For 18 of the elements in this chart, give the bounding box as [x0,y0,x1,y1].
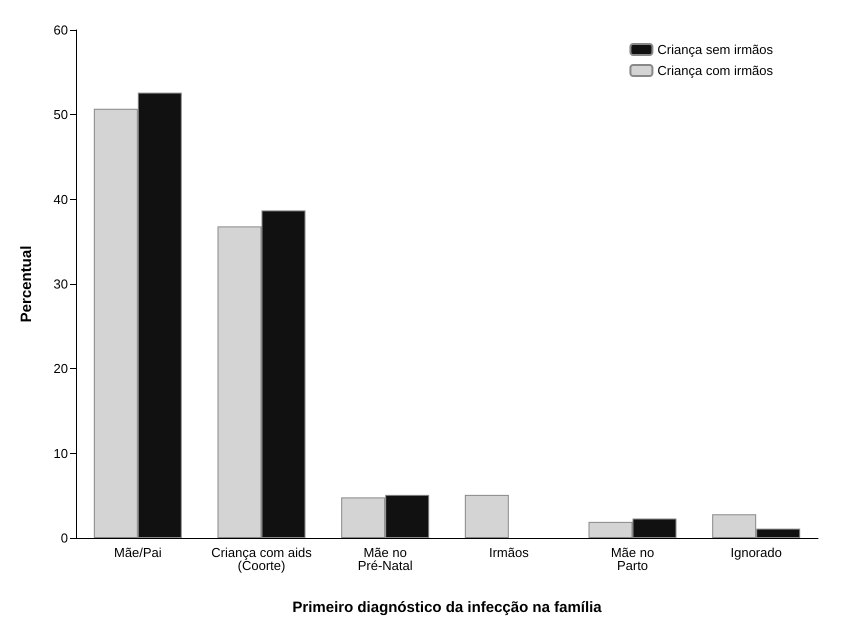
x-tick-label: Mãe/Pai [114,545,162,560]
x-tick-label: Mãe no Parto [610,545,654,573]
legend-label: Criança com irmãos [657,63,774,78]
x-tick-label: Ignorado [730,545,782,560]
bar [464,494,509,538]
y-axis-title: Percentual [18,246,35,322]
x-tick-label: Irmãos [488,545,530,560]
legend-label: Criança sem irmãos [657,42,774,57]
x-tick-label: Criança com aids (Coorte) [211,545,312,573]
y-tick-label: 30 [54,276,68,292]
y-tick-label: 0 [60,530,68,546]
y-tick-label: 10 [54,446,68,461]
y-tick-label: 20 [54,361,68,376]
x-axis-title: Primeiro diagnóstico da infecção na família [292,599,602,616]
y-tick-label: 60 [54,22,68,38]
y-tick-label: 50 [54,107,68,122]
x-tick-label: Mãe no Pré-Natal [358,545,413,573]
y-tick-label: 40 [54,192,68,207]
